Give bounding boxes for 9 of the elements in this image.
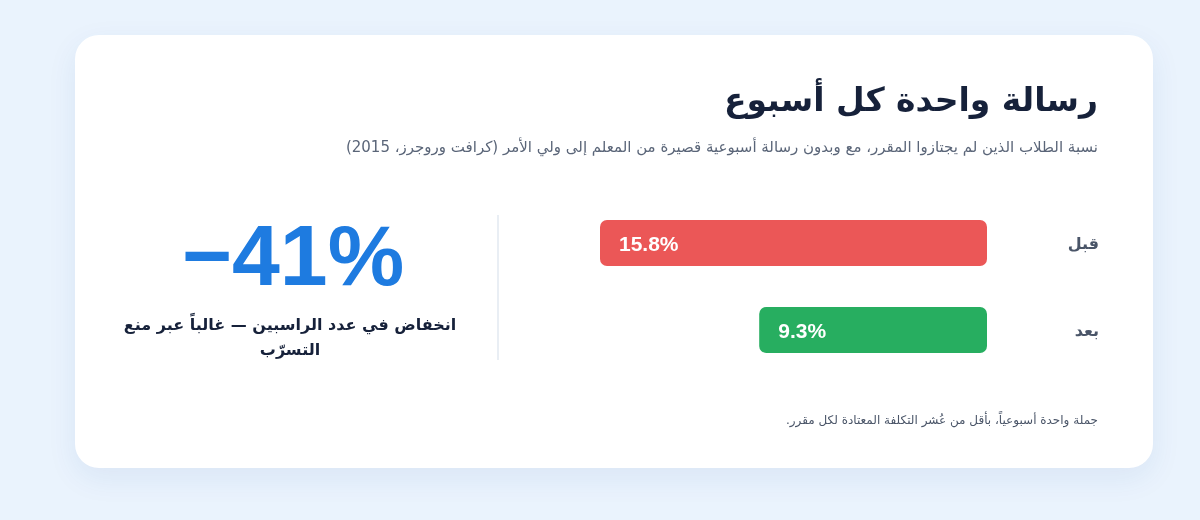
data-label: 9.3% — [778, 318, 827, 342]
y-tick-label: بعد — [1074, 320, 1099, 340]
chart-subtitle: نسبة الطلاب الذين لم يجتازوا المقرر، مع وبدون رسالة أسبوعية قصيرة من المعلم إلى ولي الأمر (كرافت وروجرز، 2015) — [345, 136, 1098, 158]
text: −41% — [180, 207, 406, 303]
data-label: 15.8% — [619, 231, 679, 255]
y-tick-label: قبل — [1067, 233, 1099, 253]
chart-title: رسالة واحدة كل أسبوع — [724, 78, 1098, 121]
text: انخفاض في عدد الراسبين — غالباً عبر منع التسرّب — [122, 312, 458, 361]
text: جملة واحدة أسبوعياً، بأقل من عُشر التكلفة المعتادة لكل مقرر. — [785, 411, 1098, 429]
